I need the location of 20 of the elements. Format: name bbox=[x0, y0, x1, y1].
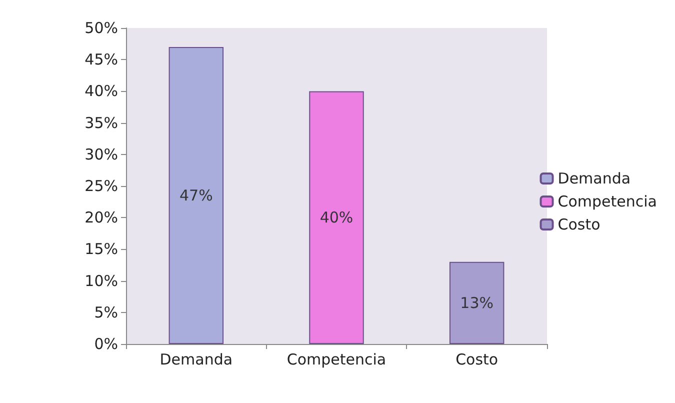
data-label: 13% bbox=[460, 294, 494, 312]
legend-label: Demanda bbox=[558, 170, 631, 188]
y-tick-label: 5% bbox=[94, 303, 118, 322]
y-tick-label: 50% bbox=[84, 19, 118, 37]
y-tick-label: 25% bbox=[84, 177, 118, 195]
y-tick-label: 20% bbox=[84, 208, 118, 227]
y-tick-label: 10% bbox=[84, 272, 118, 290]
y-tick-label: 30% bbox=[84, 145, 118, 164]
x-tick-label: Demanda bbox=[160, 350, 233, 368]
data-label: 40% bbox=[320, 208, 354, 227]
y-tick-label: 35% bbox=[84, 114, 118, 132]
y-tick-label: 40% bbox=[84, 82, 118, 100]
y-tick-label: 45% bbox=[84, 50, 118, 69]
y-tick-label: 15% bbox=[84, 240, 118, 258]
x-tick-label: Competencia bbox=[286, 350, 386, 368]
legend-label: Costo bbox=[558, 216, 600, 234]
x-tick-label: Costo bbox=[456, 350, 498, 368]
y-tick-label: 0% bbox=[94, 335, 118, 353]
data-label: 47% bbox=[179, 186, 213, 204]
legend-label: Competencia bbox=[558, 192, 658, 210]
